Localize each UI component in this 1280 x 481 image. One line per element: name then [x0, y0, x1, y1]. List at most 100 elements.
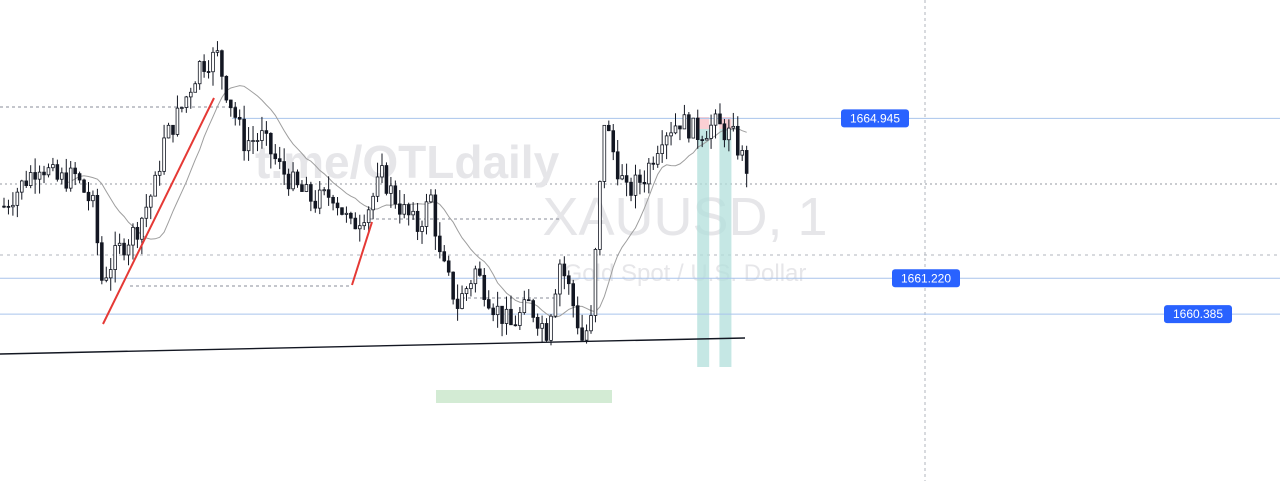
trend-line[interactable] — [351, 221, 373, 286]
candle-up — [126, 244, 131, 256]
candle-down — [615, 151, 620, 180]
candle — [429, 189, 433, 204]
candle-down — [326, 189, 331, 198]
candle — [727, 119, 731, 152]
candle — [402, 194, 407, 219]
candle — [389, 176, 393, 208]
candle — [615, 139, 620, 186]
candle-up — [620, 175, 624, 180]
candle — [331, 194, 335, 211]
candle — [2, 197, 6, 209]
candle-down — [446, 260, 451, 273]
candle-down — [295, 171, 300, 186]
candle — [20, 179, 24, 200]
candle-up — [153, 174, 157, 197]
candle — [175, 95, 180, 137]
candle — [495, 291, 500, 328]
candle — [704, 131, 709, 141]
candle-down — [122, 242, 126, 256]
candle-up — [260, 130, 264, 141]
candle-up — [188, 91, 193, 98]
candle-up — [291, 171, 295, 190]
candle-down — [544, 323, 549, 341]
trend-line[interactable] — [102, 97, 215, 325]
candle — [624, 163, 629, 197]
candle — [424, 193, 429, 235]
candle — [91, 190, 95, 208]
candle — [135, 221, 140, 249]
candle-down — [335, 202, 340, 209]
candle — [264, 121, 269, 146]
candle-down — [6, 205, 11, 208]
candle — [562, 256, 567, 290]
candle — [620, 164, 624, 181]
candle — [46, 163, 51, 178]
highlight-column-teal — [697, 117, 710, 367]
candle — [433, 189, 438, 250]
candle-down — [206, 71, 211, 73]
candle — [86, 182, 91, 211]
candle — [322, 187, 326, 196]
candle — [366, 206, 371, 234]
candle — [251, 126, 255, 154]
candle-down — [242, 118, 246, 152]
candle-down — [331, 196, 335, 204]
candle — [384, 162, 389, 196]
candle-down — [286, 173, 291, 190]
candle-down — [744, 150, 749, 174]
candle — [406, 202, 411, 226]
candle — [678, 125, 682, 141]
candle — [349, 211, 353, 225]
candle — [171, 124, 175, 143]
candle-down — [526, 299, 531, 302]
candle-down — [349, 212, 353, 219]
candle — [193, 81, 198, 93]
candle — [611, 124, 616, 161]
trend-lines[interactable] — [102, 97, 373, 325]
candle-up — [655, 153, 660, 165]
candle — [82, 178, 86, 194]
candle-up — [420, 226, 424, 232]
candle — [669, 121, 673, 146]
candle — [15, 187, 20, 218]
candle — [571, 279, 576, 318]
candle-down — [300, 184, 304, 192]
watermark-channel: t.me/OTLdaily — [255, 136, 560, 188]
chart-zones — [436, 117, 732, 403]
candle — [687, 112, 691, 143]
candle — [647, 158, 651, 194]
candle — [482, 268, 487, 307]
candle — [73, 162, 77, 186]
candle — [473, 265, 478, 293]
candle — [584, 324, 589, 344]
candle — [722, 118, 727, 148]
candle — [535, 313, 540, 336]
candlestick-series — [2, 41, 749, 346]
candle-up — [371, 195, 375, 211]
candle-down — [353, 217, 358, 230]
candle-up — [598, 181, 602, 250]
candle — [317, 181, 322, 215]
candle — [166, 122, 171, 139]
candle — [51, 157, 55, 172]
candle — [122, 238, 126, 261]
candle — [580, 314, 584, 342]
candle — [344, 206, 349, 223]
candle — [357, 214, 362, 242]
long-moving-average — [0, 337, 746, 355]
candle-up — [197, 61, 202, 85]
candle-up — [15, 191, 20, 206]
candle — [117, 233, 122, 254]
candle-down — [491, 307, 495, 316]
candle-up — [148, 195, 153, 208]
candle-down — [33, 172, 37, 180]
candle-down — [562, 263, 567, 277]
candle-up — [673, 125, 678, 134]
candle-down — [629, 181, 633, 196]
candle — [486, 290, 491, 310]
candle-up — [540, 323, 544, 329]
candle-up — [37, 171, 42, 180]
candle-up — [713, 113, 718, 126]
candle-down — [687, 114, 691, 139]
